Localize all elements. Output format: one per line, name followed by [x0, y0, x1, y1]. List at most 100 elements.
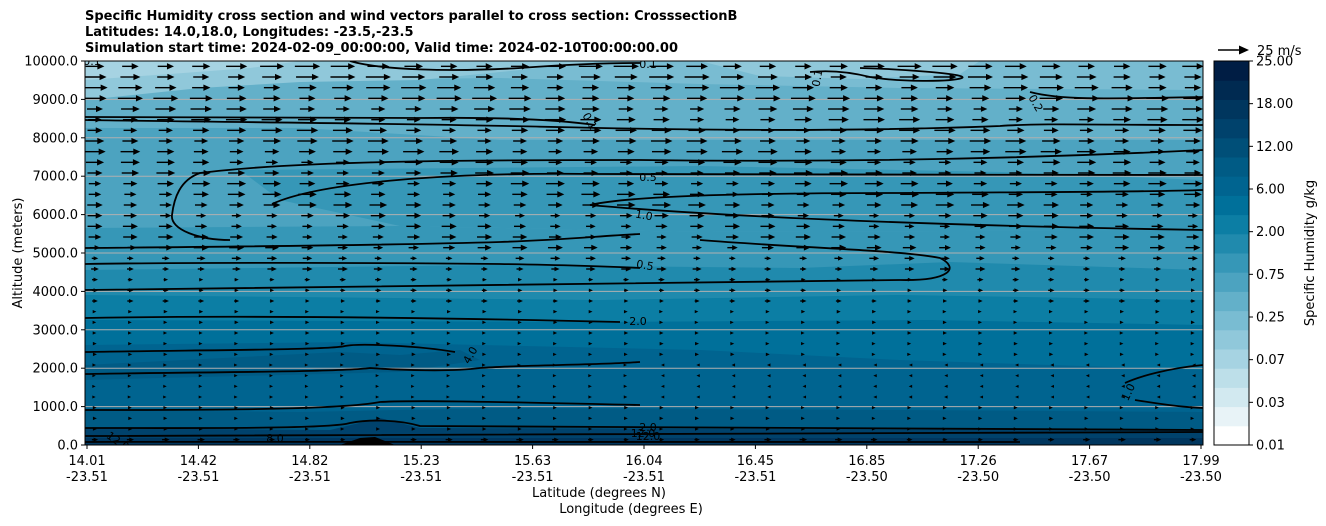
wind-arrow-389 [269, 309, 274, 314]
wind-arrow-14 [588, 437, 594, 442]
wind-arrow-39 [340, 427, 345, 431]
wind-arrow-301 [553, 342, 557, 346]
chart-title-line-1: Specific Humidity cross section and wind… [85, 9, 738, 24]
wind-arrow-56 [942, 427, 947, 431]
wind-arrow-77 [553, 416, 557, 420]
wind-arrow-365 [553, 320, 558, 325]
wind-arrow-942 [580, 127, 602, 134]
wind-arrow-478 [1155, 288, 1160, 293]
wind-arrow-898 [158, 138, 173, 144]
wind-arrow-1006 [581, 105, 600, 113]
wind-arrow-565 [834, 255, 844, 261]
wind-arrow-890 [1005, 148, 1027, 155]
wind-arrow-21 [835, 437, 843, 442]
wind-arrow-227 [198, 363, 203, 367]
wind-arrow-806 [301, 170, 314, 176]
wind-arrow-466 [729, 288, 736, 293]
wind-arrow-1061 [263, 84, 281, 91]
wind-arrow-147 [767, 395, 771, 399]
wind-arrow-188 [1086, 384, 1090, 388]
wind-arrow-362 [446, 320, 451, 324]
wind-arrow-809 [406, 169, 422, 177]
wind-arrow-1007 [618, 105, 634, 113]
wind-arrow-833 [120, 159, 140, 166]
wind-arrow-302 [588, 341, 593, 346]
wind-arrow-757 [831, 191, 847, 198]
wind-arrow-900 [229, 137, 245, 145]
wind-arrow-563 [764, 256, 772, 261]
contour-label-1: 0.1 [639, 61, 657, 71]
svg-text:2.0: 2.0 [629, 315, 647, 328]
wind-arrow-1039 [618, 95, 635, 102]
x-tick-label-lat-9: 17.67 [1071, 454, 1108, 469]
wind-arrow-596 [796, 244, 811, 251]
wind-arrow-639 [1186, 234, 1200, 240]
wind-arrow-1127 [330, 63, 356, 70]
wind-arrow-848 [654, 159, 669, 166]
wind-arrow-524 [516, 266, 524, 272]
wind-arrow-306 [730, 341, 735, 346]
wind-arrow-48 [659, 427, 664, 431]
wind-arrow-917 [831, 138, 846, 144]
wind-arrow-599 [902, 244, 917, 251]
wind-arrow-150 [873, 395, 877, 399]
wind-arrow-340 [801, 331, 805, 335]
wind-arrow-873 [403, 148, 425, 155]
wind-arrow-53 [836, 427, 841, 431]
wind-arrow-191 [1191, 384, 1196, 388]
wind-arrow-177 [696, 384, 700, 388]
wind-arrow-414 [1155, 309, 1160, 314]
wind-arrow-373 [836, 320, 841, 325]
wind-arrow-446 [1154, 298, 1161, 304]
wind-arrow-379 [1048, 320, 1053, 324]
wind-arrow-422 [305, 299, 310, 303]
wind-arrow-242 [731, 363, 736, 367]
wind-arrow-619 [477, 233, 493, 241]
wind-arrow-28 [1083, 437, 1091, 442]
wind-arrow-82 [730, 416, 735, 421]
wind-arrow-904 [367, 137, 389, 145]
wind-arrow-785 [691, 180, 704, 187]
wind-arrow-233 [411, 363, 415, 367]
wind-arrow-1093 [262, 73, 282, 81]
wind-arrow-384 [92, 310, 97, 314]
wind-arrow-17 [694, 437, 700, 442]
wind-arrow-801 [121, 169, 140, 177]
wind-arrow-1130 [440, 63, 458, 70]
wind-arrow-856 [938, 159, 952, 166]
svg-text:0.1: 0.1 [810, 68, 826, 87]
wind-arrow-469 [836, 288, 842, 293]
wind-arrow-798 [1148, 180, 1167, 187]
wind-arrow-497 [693, 277, 701, 282]
wind-arrow-1049 [971, 95, 990, 102]
wind-arrow-1079 [901, 84, 918, 91]
wind-arrow-121 [978, 405, 983, 410]
wind-arrow-286 [1155, 352, 1159, 356]
x-tick-label-lon-9: -23.50 [1069, 470, 1111, 485]
wind-arrow-664 [939, 223, 951, 229]
wind-arrow-258 [163, 352, 168, 357]
wind-arrow-436 [800, 298, 807, 304]
wind-arrow-933 [261, 127, 283, 134]
wind-arrow-496 [658, 277, 665, 282]
wind-arrow-790 [864, 180, 884, 187]
wind-arrow-1051 [1039, 95, 1064, 102]
wind-arrow-1040 [652, 95, 671, 102]
wind-arrow-921 [969, 137, 992, 145]
x-tick-label-lat-5: 16.04 [625, 454, 662, 469]
contour-line-18 [85, 419, 1203, 431]
wind-arrow-794 [1009, 180, 1022, 187]
wind-arrow-151 [908, 395, 913, 399]
wind-arrow-787 [760, 180, 776, 187]
wind-arrow-811 [475, 169, 495, 177]
wind-arrow-629 [831, 234, 847, 240]
colorbar-label: Specific Humidity g/kg [1303, 180, 1318, 326]
wind-arrow-626 [726, 234, 740, 240]
wind-arrow-589 [547, 244, 563, 251]
svg-text:12.0: 12.0 [636, 430, 661, 443]
wind-arrow-918 [866, 137, 882, 145]
wind-arrow-1110 [865, 73, 883, 81]
wind-arrow-381 [1119, 320, 1124, 325]
wind-arrow-542 [1154, 266, 1162, 272]
wind-arrow-140 [517, 395, 521, 399]
